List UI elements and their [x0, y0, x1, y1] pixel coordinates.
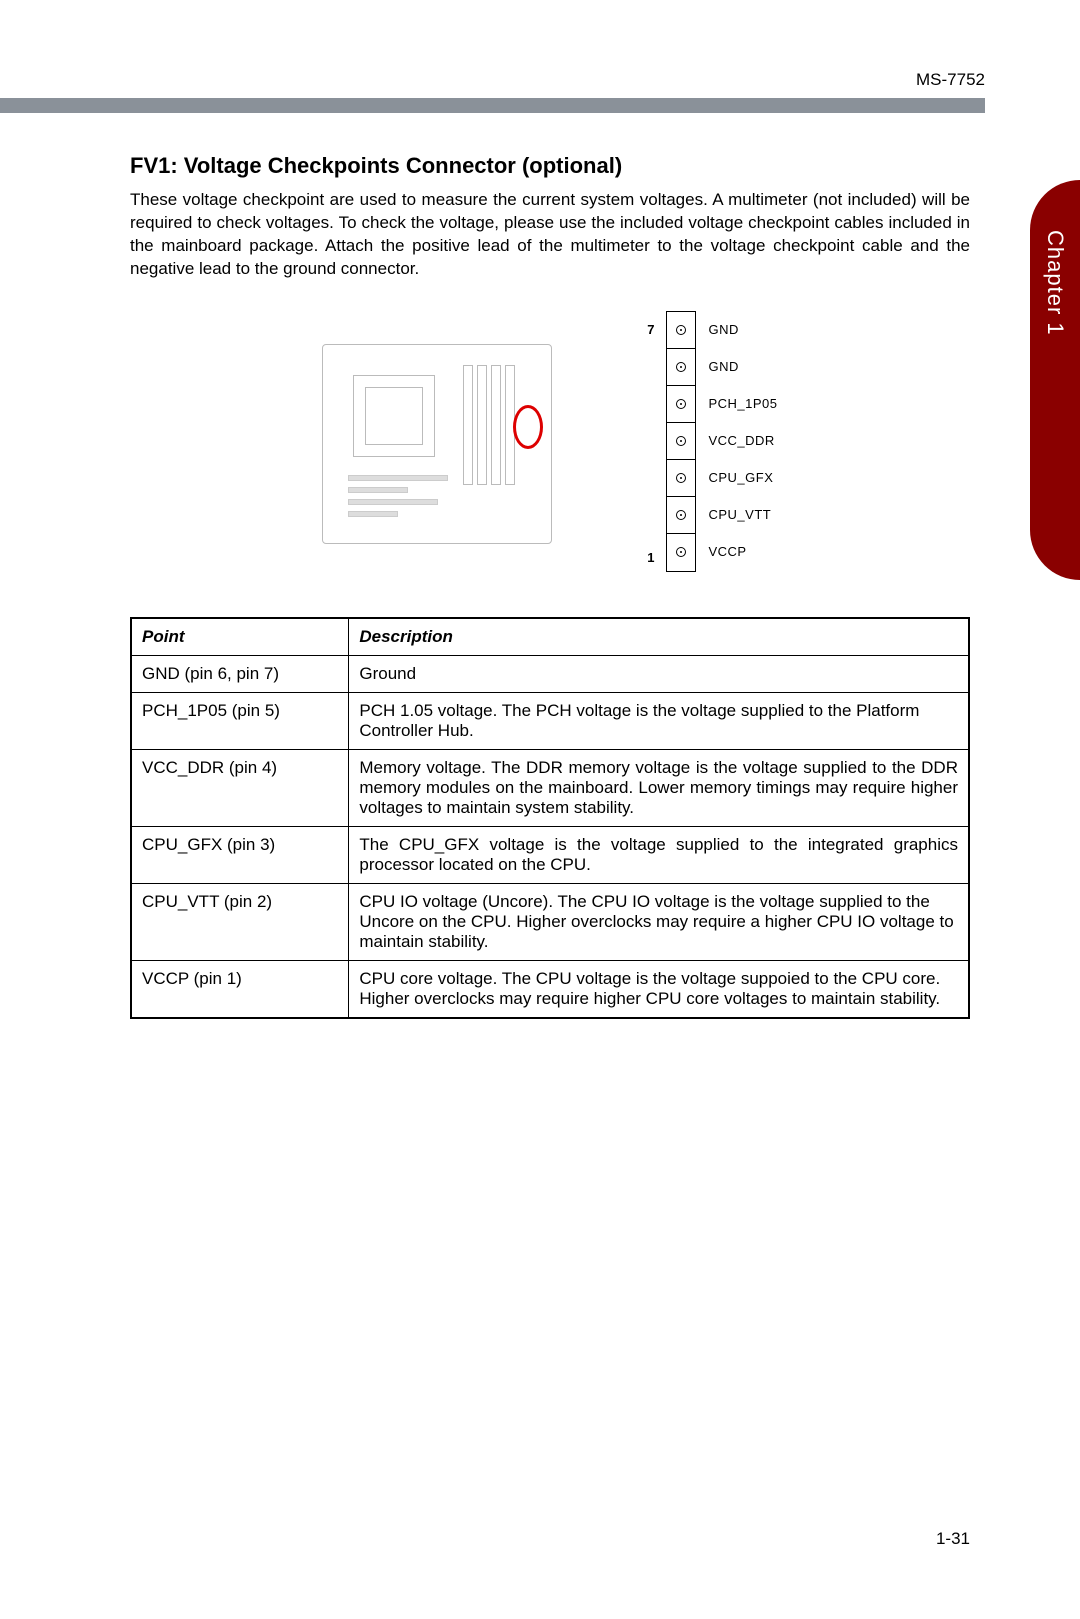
highlight-circle-icon	[513, 405, 543, 449]
pin-label: VCC_DDR	[708, 422, 777, 459]
table-row: VCCP (pin 1)CPU core voltage. The CPU vo…	[131, 960, 969, 1018]
table-cell-point: GND (pin 6, pin 7)	[131, 655, 349, 692]
diagram-row: 7 1 GND GND PCH_1P05 VCC_D	[130, 311, 970, 577]
table-cell-point: CPU_VTT (pin 2)	[131, 883, 349, 960]
table-cell-desc: The CPU_GFX voltage is the voltage suppl…	[349, 826, 969, 883]
motherboard-diagram	[322, 344, 552, 544]
pin-number-bottom: 1	[642, 539, 654, 577]
table-cell-point: PCH_1P05 (pin 5)	[131, 692, 349, 749]
table-row: PCH_1P05 (pin 5)PCH 1.05 voltage. The PC…	[131, 692, 969, 749]
table-cell-desc: CPU IO voltage (Uncore). The CPU IO volt…	[349, 883, 969, 960]
page-number: 1-31	[936, 1529, 970, 1549]
model-number: MS-7752	[130, 70, 985, 90]
pin-label: CPU_GFX	[708, 459, 777, 496]
pin-label: VCCP	[708, 533, 777, 570]
table-cell-point: VCC_DDR (pin 4)	[131, 749, 349, 826]
chapter-tab: Chapter 1	[1030, 180, 1080, 580]
table-header-desc: Description	[349, 618, 969, 656]
pinout-diagram: 7 1 GND GND PCH_1P05 VCC_D	[642, 311, 777, 577]
pin-label: GND	[708, 311, 777, 348]
pin-label: CPU_VTT	[708, 496, 777, 533]
table-row: GND (pin 6, pin 7)Ground	[131, 655, 969, 692]
header-rule-thick	[0, 101, 985, 113]
table-row: CPU_VTT (pin 2)CPU IO voltage (Uncore). …	[131, 883, 969, 960]
table-cell-desc: CPU core voltage. The CPU voltage is the…	[349, 960, 969, 1018]
table-cell-desc: Memory voltage. The DDR memory voltage i…	[349, 749, 969, 826]
pin-number-top: 7	[642, 311, 654, 349]
checkpoint-table: Point Description GND (pin 6, pin 7)Grou…	[130, 617, 970, 1019]
pin-column	[666, 311, 696, 572]
pin-label: PCH_1P05	[708, 385, 777, 422]
section-intro: These voltage checkpoint are used to mea…	[130, 189, 970, 281]
table-header-point: Point	[131, 618, 349, 656]
section-title: FV1: Voltage Checkpoints Connector (opti…	[130, 153, 970, 179]
table-row: VCC_DDR (pin 4)Memory voltage. The DDR m…	[131, 749, 969, 826]
document-page: MS-7752 Chapter 1 FV1: Voltage Checkpoin…	[0, 0, 1080, 1619]
table-cell-desc: PCH 1.05 voltage. The PCH voltage is the…	[349, 692, 969, 749]
table-cell-point: CPU_GFX (pin 3)	[131, 826, 349, 883]
table-cell-desc: Ground	[349, 655, 969, 692]
table-cell-point: VCCP (pin 1)	[131, 960, 349, 1018]
pin-label: GND	[708, 348, 777, 385]
chapter-tab-label: Chapter 1	[1042, 230, 1068, 336]
table-row: CPU_GFX (pin 3)The CPU_GFX voltage is th…	[131, 826, 969, 883]
